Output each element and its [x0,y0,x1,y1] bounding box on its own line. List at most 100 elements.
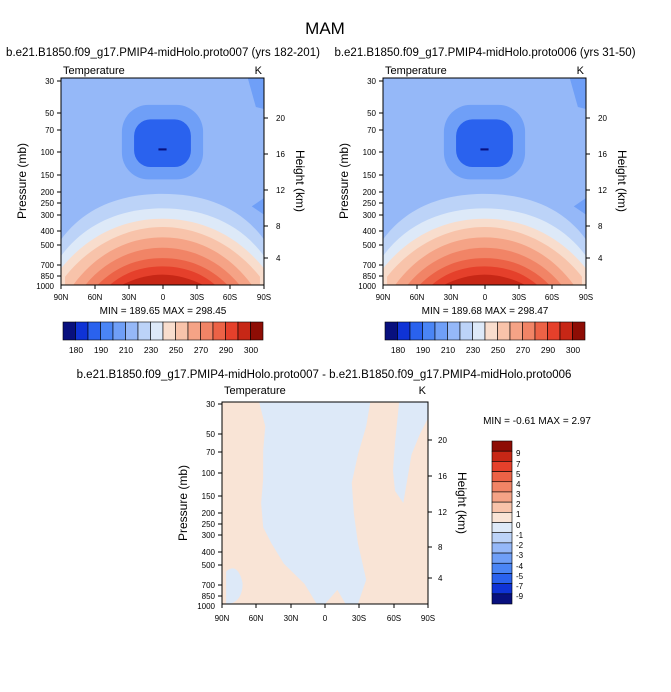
colorbar-label: -1 [516,531,524,540]
y-tick-label: 70 [367,126,376,135]
colorbar-swatch [187,321,201,341]
colorbar-label: 7 [516,460,521,469]
colorbar-swatch [491,471,513,483]
colorbar-swatch [459,321,473,341]
colorbar-swatch [112,321,126,341]
x-tick-label: 90N [54,293,69,302]
x-tick-label: 60S [387,614,401,623]
y-tick-label: 850 [363,272,377,281]
y-tick-label: 400 [363,227,377,236]
panel-2-ylabel: Pressure (mb) [337,143,351,219]
colorbar-swatch [491,461,513,472]
colorbar-swatch [100,321,114,341]
height-tick-label: 8 [438,543,443,552]
colorbar-swatch [491,491,513,503]
colorbar-label: -3 [516,551,524,560]
colorbar-swatch [491,481,513,493]
y-tick-label: 300 [41,211,55,220]
colorbar-label: -2 [516,541,524,550]
colorbar-swatch [534,321,548,341]
y-tick-label: 200 [363,188,377,197]
y-tick-label: 150 [41,171,55,180]
colorbar-swatch [509,321,523,341]
y-tick-label: 500 [202,561,216,570]
panel-2-left-label: Temperature [385,65,447,77]
height-tick-label: 4 [598,254,603,263]
panel-2-contour-fill [383,78,586,285]
panel-1-height-ticks: 20 16 12 8 4 [276,114,285,263]
panel-1: b.e21.B1850.f09_g17.PMIP4-midHolo.proto0… [6,47,320,355]
colorbar-swatch [559,321,573,341]
panel-3-colorbar-labels: 9 7 5 4 3 2 1 0 -1 -2 -3 -4 -5 -7 -9 [516,449,524,601]
y-tick-label: 150 [363,171,377,180]
x-tick-label: 30S [352,614,366,623]
y-tick-label: 50 [367,109,376,118]
x-tick-label: 60N [410,293,425,302]
y-tick-label: 1000 [358,282,376,291]
x-tick-label: 30N [122,293,137,302]
panel-1-title: b.e21.B1850.f09_g17.PMIP4-midHolo.proto0… [6,47,320,59]
colorbar-swatch [409,321,423,341]
panel-1-contour-fill [61,78,264,285]
panel-2-colorbar-labels: 180 190 210 230 250 270 290 300 [391,345,580,355]
y-tick-label: 250 [41,199,55,208]
figure-title: MAM [305,19,345,38]
colorbar-swatch [547,321,561,341]
colorbar-swatch [200,321,214,341]
x-tick-label: 90S [257,293,271,302]
panel-1-ylabel-right: Height (km) [293,150,307,212]
y-tick-label: 200 [202,509,216,518]
panel-2-ylabel-right: Height (km) [615,150,629,212]
colorbar-swatch [422,321,436,341]
height-tick-label: 4 [438,574,443,583]
x-tick-label: 30S [190,293,204,302]
x-tick-label: 0 [161,293,166,302]
panel-2-height-ticks: 20 16 12 8 4 [598,114,607,263]
colorbar-swatch [491,542,513,554]
colorbar-label: 250 [169,345,183,355]
panel-1-right-label: K [255,65,263,77]
colorbar-label: 250 [491,345,505,355]
colorbar-swatch [87,321,101,341]
panel-3-xticks: 90N 60N 30N 0 30S 60S 90S [215,614,435,623]
colorbar-label: 2 [516,500,521,509]
colorbar-label: 210 [441,345,455,355]
colorbar-label: 230 [466,345,480,355]
colorbar-label: 230 [144,345,158,355]
panel-3: b.e21.B1850.f09_g17.PMIP4-midHolo.proto0… [77,369,592,623]
colorbar-swatch [491,532,513,544]
colorbar-label: 190 [416,345,430,355]
y-tick-label: 850 [202,592,216,601]
colorbar-swatch [491,450,513,462]
height-tick-label: 8 [598,222,603,231]
y-tick-label: 50 [45,109,54,118]
colorbar-label: 190 [94,345,108,355]
colorbar-label: -7 [516,582,524,591]
y-tick-label: 1000 [36,282,54,291]
x-tick-label: 30N [444,293,459,302]
colorbar-swatch [62,321,76,341]
height-tick-label: 12 [276,186,285,195]
panel-1-colorbar: 180 190 210 230 250 270 290 300 [62,321,264,355]
colorbar-label: 4 [516,480,521,489]
x-tick-label: 90S [579,293,593,302]
panel-1-yticks: 30 50 70 100 150 200 250 300 400 500 700… [36,77,54,291]
height-tick-label: 4 [276,254,281,263]
x-tick-label: 0 [323,614,328,623]
colorbar-label: 270 [516,345,530,355]
panel-1-stats: MIN = 189.65 MAX = 298.45 [100,306,227,317]
colorbar-label: -5 [516,572,524,581]
panel-3-stats: MIN = -0.61 MAX = 2.97 [483,416,591,427]
colorbar-swatch [491,501,513,513]
colorbar-label: 300 [566,345,580,355]
y-tick-label: 250 [363,199,377,208]
y-tick-label: 400 [202,548,216,557]
panel-1-xticks: 90N 60N 30N 0 30S 60S 90S [54,293,271,302]
y-tick-label: 700 [41,261,55,270]
y-tick-label: 1000 [197,602,215,611]
panel-1-colorbar-labels: 180 190 210 230 250 270 290 300 [69,345,258,355]
height-tick-label: 12 [598,186,607,195]
colorbar-swatch [491,593,513,605]
x-tick-label: 60N [249,614,264,623]
y-tick-label: 100 [41,148,55,157]
